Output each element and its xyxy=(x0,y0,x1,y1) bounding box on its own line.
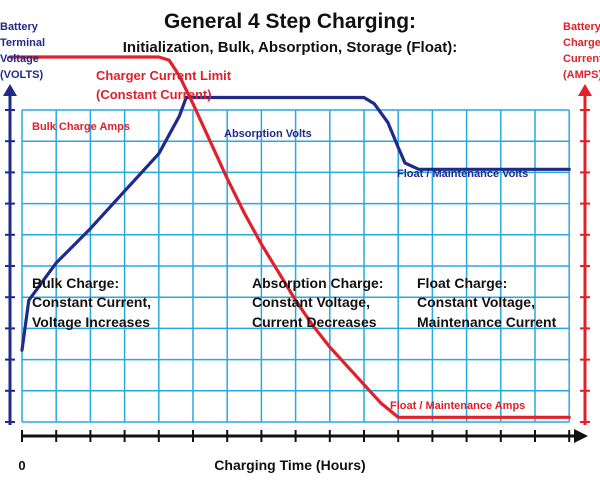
bulk-stage-text: Bulk Charge: Constant Current, Voltage I… xyxy=(32,275,151,330)
series xyxy=(8,55,571,419)
float-stage-line: Float Charge: xyxy=(417,275,507,291)
bulk-stage-line: Constant Current, xyxy=(32,294,151,310)
float-amps-label: Float / Maintenance Amps xyxy=(390,400,525,412)
current-series-line xyxy=(8,55,571,419)
bulk-stage-line: Voltage Increases xyxy=(32,314,150,330)
left-axis-label-line: Terminal xyxy=(0,37,45,49)
absorption-stage-line: Absorption Charge: xyxy=(252,275,383,291)
right-axis-label: Battery Charge Current (AMPS) xyxy=(563,21,600,81)
right-axis-label-line: Charge xyxy=(563,37,600,49)
float-stage-text: Float Charge: Constant Voltage, Maintena… xyxy=(417,275,557,330)
x-axis-ticks xyxy=(21,430,571,442)
right-axis-label-line: Current xyxy=(563,53,600,65)
float-stage-line: Maintenance Current xyxy=(417,314,557,330)
right-axis-label-line: Battery xyxy=(563,21,600,33)
grid xyxy=(21,109,570,423)
voltage-series-line xyxy=(20,95,571,352)
axes xyxy=(3,84,592,443)
bulk-stage-line: Bulk Charge: xyxy=(32,275,119,291)
absorption-volts-label: Absorption Volts xyxy=(224,128,312,140)
right-axis-label-line: (AMPS) xyxy=(563,69,600,81)
absorption-stage-text: Absorption Charge: Constant Voltage, Cur… xyxy=(252,275,383,330)
float-volts-label: Float / Maintenance Volts xyxy=(397,168,528,180)
absorption-stage-line: Current Decreases xyxy=(252,314,377,330)
left-axis-arrow-icon xyxy=(3,84,17,96)
chart-subtitle: Initialization, Bulk, Absorption, Storag… xyxy=(123,39,457,56)
left-axis-label: Battery Terminal Voltage (VOLTS) xyxy=(0,21,45,81)
charger-limit-label: Charger Current Limit xyxy=(96,68,232,83)
left-axis-label-line: Voltage xyxy=(0,53,39,65)
right-axis-arrow-icon xyxy=(578,84,592,96)
x-axis-title: Charging Time (Hours) xyxy=(214,457,365,473)
float-stage-line: Constant Voltage, xyxy=(417,294,535,310)
left-axis-ticks xyxy=(5,109,15,423)
absorption-stage-line: Constant Voltage, xyxy=(252,294,370,310)
charger-limit-sublabel: (Constant Current) xyxy=(96,87,212,102)
left-axis-label-line: (VOLTS) xyxy=(0,69,44,81)
x-tick-label-zero: 0 xyxy=(18,458,25,473)
right-axis-ticks xyxy=(580,109,590,423)
left-axis-label-line: Battery xyxy=(0,21,39,33)
x-axis-arrow-icon xyxy=(574,429,588,443)
chart-title: General 4 Step Charging: xyxy=(164,10,416,33)
bulk-amps-label: Bulk Charge Amps xyxy=(32,121,130,133)
